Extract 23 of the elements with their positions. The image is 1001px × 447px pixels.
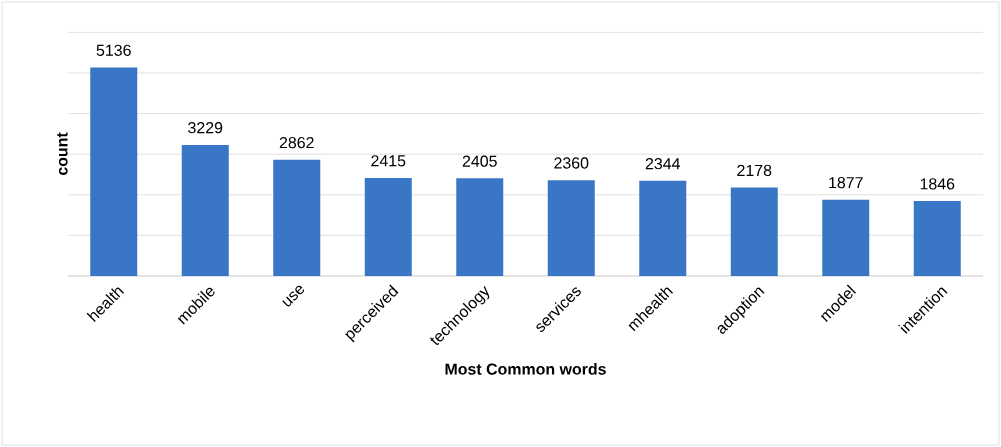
bar	[273, 159, 321, 276]
data-label: 3229	[188, 122, 223, 134]
y-axis-title: count	[57, 132, 68, 176]
bar	[822, 199, 870, 276]
bar	[547, 180, 595, 276]
data-label: 2178	[737, 164, 772, 177]
bar	[456, 178, 504, 276]
data-label: 1846	[920, 178, 955, 190]
x-tick-label: use	[282, 285, 304, 307]
data-label: 1877	[829, 176, 863, 189]
bar	[181, 144, 229, 276]
data-label: 5136	[96, 44, 131, 56]
bar	[730, 187, 778, 276]
bar	[913, 201, 961, 276]
data-label: 2360	[554, 157, 589, 169]
data-label: 2415	[371, 155, 406, 167]
data-label: 2405	[462, 155, 497, 167]
data-label: 2344	[645, 158, 680, 170]
data-label: 2862	[279, 136, 314, 149]
bar	[639, 180, 687, 276]
x-axis-title: Most Common words	[445, 363, 606, 375]
bar	[90, 67, 138, 276]
bar	[364, 177, 412, 276]
